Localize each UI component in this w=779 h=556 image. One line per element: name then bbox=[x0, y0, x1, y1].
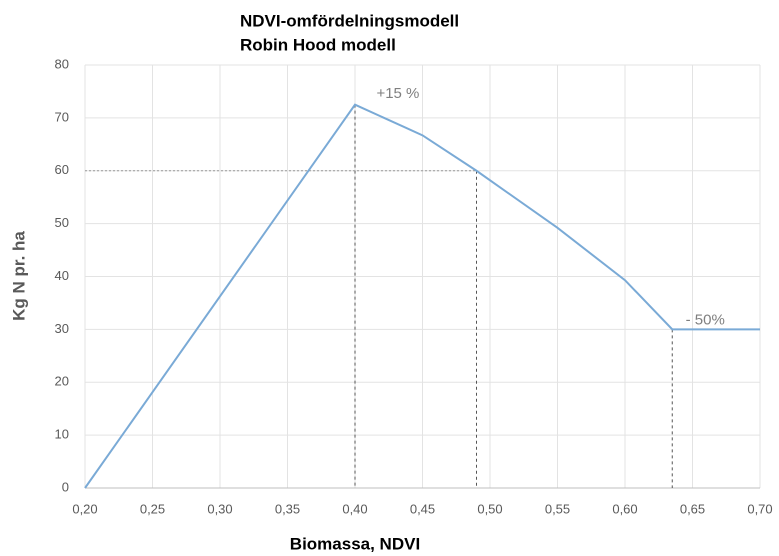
y-axis-label: Kg N pr. ha bbox=[9, 231, 28, 321]
x-tick-label: 0,50 bbox=[477, 501, 502, 516]
y-tick-label: 20 bbox=[55, 374, 69, 389]
data-line bbox=[84, 103, 760, 489]
y-tick-label: 40 bbox=[55, 268, 69, 283]
chart-subtitle: Robin Hood modell bbox=[240, 35, 396, 54]
x-tick-label: 0,55 bbox=[545, 501, 570, 516]
x-tick-label: 0,40 bbox=[342, 501, 367, 516]
x-tick-label: 0,20 bbox=[72, 501, 97, 516]
annotation: +15 % bbox=[376, 85, 419, 102]
x-tick-label: 0,60 bbox=[612, 501, 637, 516]
x-tick-label: 0,30 bbox=[207, 501, 232, 516]
x-axis-label: Biomassa, NDVI bbox=[290, 534, 420, 553]
y-tick-label: 50 bbox=[55, 215, 69, 230]
x-tick-label: 0,35 bbox=[275, 501, 300, 516]
x-tick-label: 0,70 bbox=[747, 501, 772, 516]
x-tick-label: 0,65 bbox=[680, 501, 705, 516]
y-tick-label: 70 bbox=[55, 109, 69, 124]
annotation: - 50% bbox=[686, 311, 725, 328]
y-tick-label: 30 bbox=[55, 321, 69, 336]
y-tick-label: 80 bbox=[55, 56, 69, 71]
y-tick-label: 0 bbox=[62, 479, 69, 494]
y-tick-label: 60 bbox=[55, 162, 69, 177]
x-tick-label: 0,25 bbox=[140, 501, 165, 516]
x-tick-label: 0,45 bbox=[410, 501, 435, 516]
chart-title: NDVI-omfördelningsmodell bbox=[240, 11, 459, 30]
y-tick-label: 10 bbox=[55, 427, 69, 442]
